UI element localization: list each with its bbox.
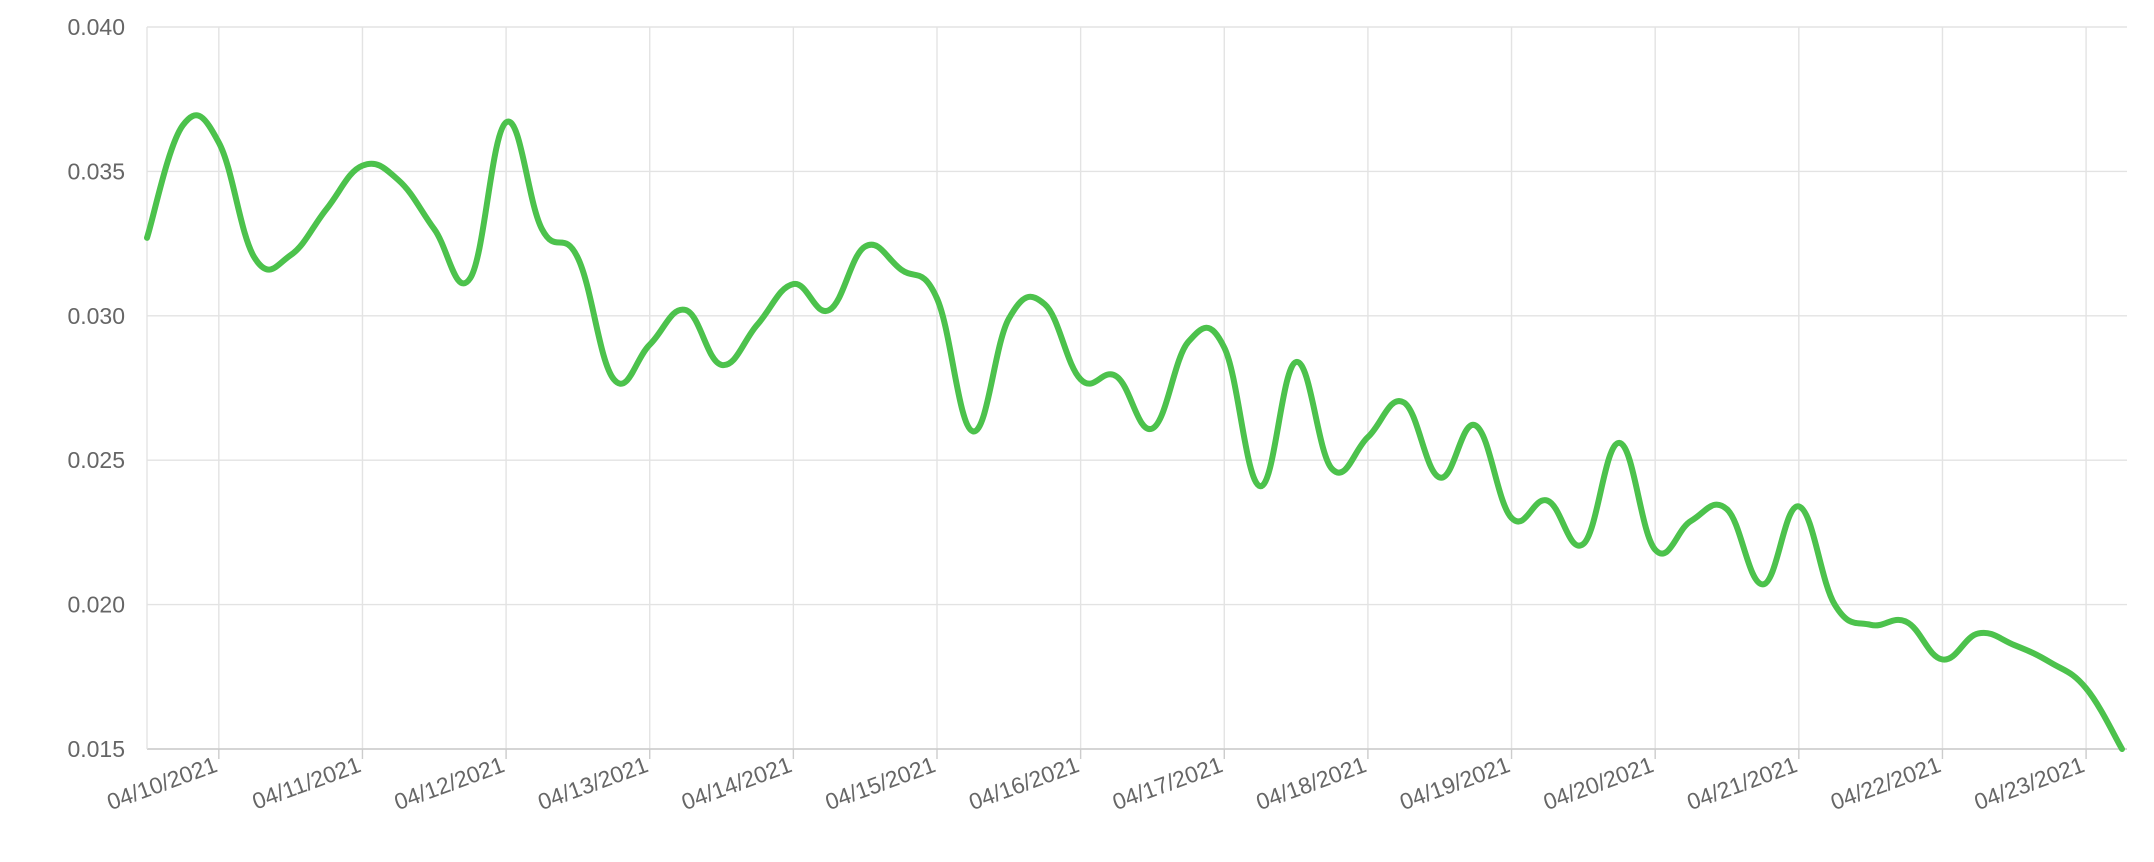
x-tick-label: 04/18/2021: [1253, 751, 1370, 815]
y-tick-label: 0.030: [67, 303, 125, 329]
y-tick-label: 0.025: [67, 447, 125, 473]
x-tick-label: 04/15/2021: [822, 751, 939, 815]
x-tick-label: 04/22/2021: [1827, 751, 1944, 815]
x-tick-label: 04/13/2021: [534, 751, 651, 815]
x-tick-label: 04/19/2021: [1396, 751, 1513, 815]
y-tick-label: 0.035: [67, 158, 125, 184]
x-tick-label: 04/11/2021: [249, 751, 364, 814]
x-tick-label: 04/12/2021: [391, 751, 508, 815]
y-tick-label: 0.015: [67, 736, 125, 762]
y-tick-label: 0.020: [67, 592, 125, 618]
x-tick-label: 04/17/2021: [1109, 751, 1226, 815]
x-tick-label: 04/16/2021: [965, 751, 1082, 815]
x-tick-label: 04/23/2021: [1971, 751, 2088, 815]
x-tick-label: 04/21/2021: [1683, 751, 1800, 815]
y-tick-label: 0.040: [67, 14, 125, 40]
line-series: [144, 112, 2125, 752]
x-tick-label: 04/14/2021: [678, 751, 795, 815]
x-tick-label: 04/20/2021: [1540, 751, 1657, 815]
